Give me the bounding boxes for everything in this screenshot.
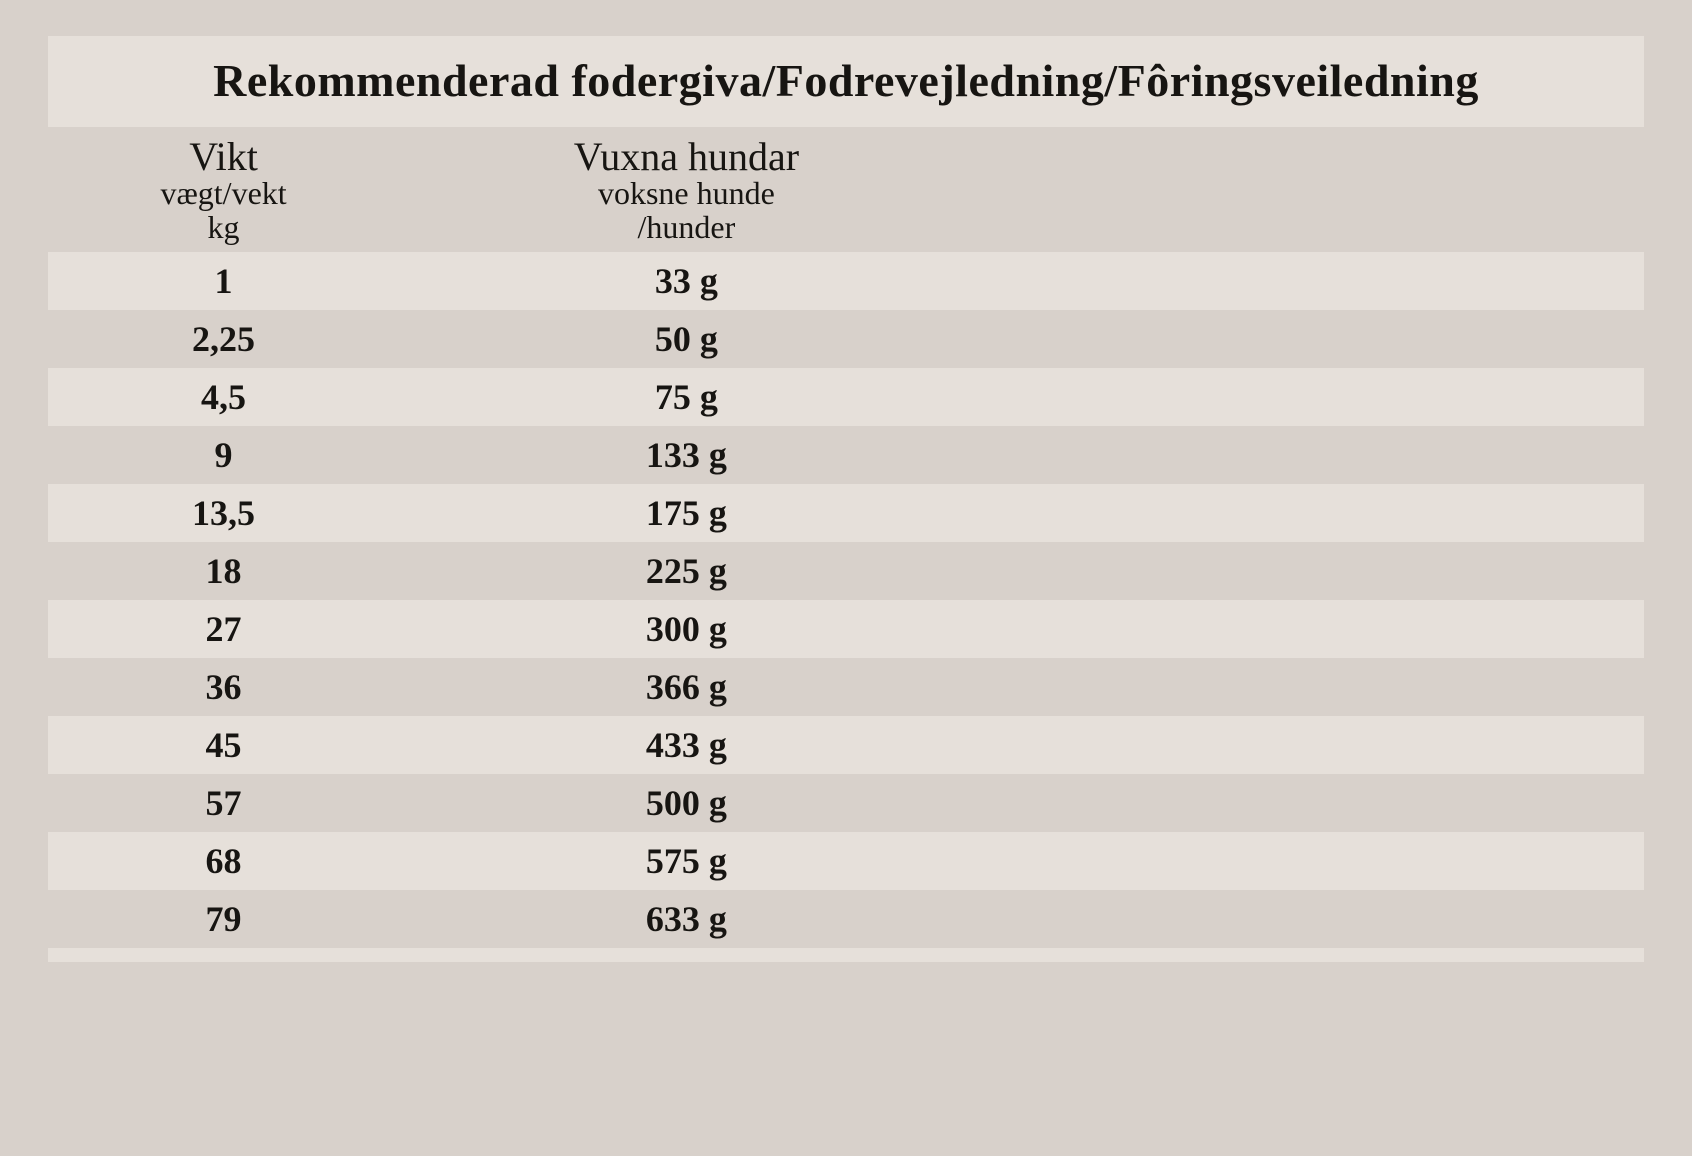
cell-amount: 175 g xyxy=(399,492,974,534)
header-weight-line3: kg xyxy=(48,211,399,245)
title-band: Rekommenderad fodergiva/Fodrevejledning/… xyxy=(48,36,1644,127)
cell-weight: 68 xyxy=(48,840,399,882)
cell-weight: 4,5 xyxy=(48,376,399,418)
cell-weight: 1 xyxy=(48,260,399,302)
table-row: 57500 g xyxy=(48,774,1644,832)
cell-weight: 18 xyxy=(48,550,399,592)
cell-amount: 366 g xyxy=(399,666,974,708)
cell-weight: 9 xyxy=(48,434,399,476)
table-row: 45433 g xyxy=(48,716,1644,774)
header-weight-line1: Vikt xyxy=(48,137,399,177)
table-row: 18225 g xyxy=(48,542,1644,600)
cell-amount: 575 g xyxy=(399,840,974,882)
header-amount-line1: Vuxna hundar xyxy=(399,137,974,177)
cell-amount: 133 g xyxy=(399,434,974,476)
cell-amount: 433 g xyxy=(399,724,974,766)
page: Rekommenderad fodergiva/Fodrevejledning/… xyxy=(0,0,1692,1156)
table-footer-band xyxy=(48,948,1644,962)
header-spacer xyxy=(974,135,1644,246)
cell-amount: 75 g xyxy=(399,376,974,418)
cell-amount: 33 g xyxy=(399,260,974,302)
header-amount-line3: /hunder xyxy=(399,211,974,245)
table-row: 27300 g xyxy=(48,600,1644,658)
table-title: Rekommenderad fodergiva/Fodrevejledning/… xyxy=(68,54,1624,107)
table-body: 133 g2,2550 g4,575 g9133 g13,5175 g18225… xyxy=(48,252,1644,948)
table-row: 68575 g xyxy=(48,832,1644,890)
cell-amount: 300 g xyxy=(399,608,974,650)
table-header: Vikt vægt/vekt kg Vuxna hundar voksne hu… xyxy=(48,127,1644,252)
table-row: 36366 g xyxy=(48,658,1644,716)
cell-weight: 45 xyxy=(48,724,399,766)
header-amount: Vuxna hundar voksne hunde /hunder xyxy=(399,135,974,246)
cell-weight: 2,25 xyxy=(48,318,399,360)
table-row: 9133 g xyxy=(48,426,1644,484)
table-row: 79633 g xyxy=(48,890,1644,948)
header-weight: Vikt vægt/vekt kg xyxy=(48,135,399,246)
cell-amount: 633 g xyxy=(399,898,974,940)
table-row: 133 g xyxy=(48,252,1644,310)
cell-amount: 50 g xyxy=(399,318,974,360)
table-row: 4,575 g xyxy=(48,368,1644,426)
cell-amount: 225 g xyxy=(399,550,974,592)
cell-weight: 36 xyxy=(48,666,399,708)
header-amount-line2: voksne hunde xyxy=(399,177,974,211)
table-row: 2,2550 g xyxy=(48,310,1644,368)
cell-weight: 57 xyxy=(48,782,399,824)
cell-weight: 13,5 xyxy=(48,492,399,534)
table-row: 13,5175 g xyxy=(48,484,1644,542)
cell-weight: 79 xyxy=(48,898,399,940)
cell-amount: 500 g xyxy=(399,782,974,824)
cell-weight: 27 xyxy=(48,608,399,650)
header-weight-line2: vægt/vekt xyxy=(48,177,399,211)
